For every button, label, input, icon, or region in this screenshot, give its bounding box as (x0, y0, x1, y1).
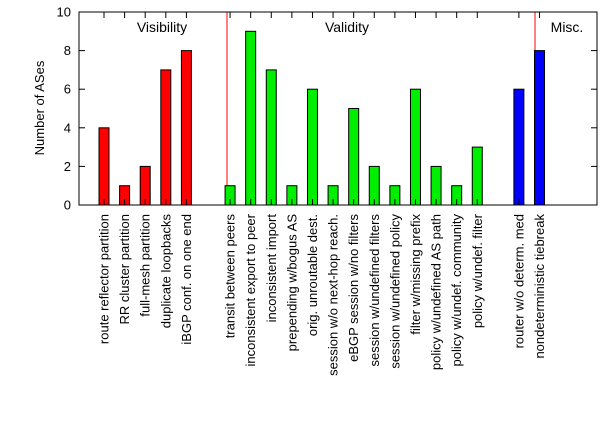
x-tick-label: prepending w/bogus AS (284, 214, 299, 352)
x-tick-label: policy w/undef. community (449, 214, 464, 367)
x-tick-label: nondeterministic tiebreak (532, 214, 547, 359)
bar (409, 88, 421, 206)
y-tick-label: 10 (57, 5, 71, 20)
bar (245, 30, 257, 206)
x-tick-label: full-mesh partition (138, 214, 153, 317)
group-label: Validity (325, 19, 369, 35)
x-tick-label: RR cluster partition (117, 214, 132, 325)
group-label: Visibility (137, 19, 187, 35)
x-tick-label: policy w/undefined AS path (429, 214, 444, 370)
y-tick-label: 6 (64, 82, 71, 97)
bar (306, 88, 318, 206)
y-tick-label: 2 (64, 159, 71, 174)
bar (160, 69, 172, 206)
bar (265, 69, 277, 206)
x-tick-label: session w/undefined filters (367, 214, 382, 367)
x-tick-label: eBGP session w/no filters (346, 214, 361, 362)
x-tick-label: session w/o next-hop reach. (326, 214, 341, 376)
plot-frame (78, 11, 598, 206)
bar (98, 127, 110, 206)
x-tick-label: inconsistent export to peer (243, 213, 258, 366)
x-tick-label: orig. unroutable dest. (305, 214, 320, 336)
bar (348, 108, 360, 206)
bar (180, 50, 192, 206)
x-tick-label: iBGP conf. on one end (179, 214, 194, 345)
x-tick-label: duplicate loopbacks (158, 214, 173, 329)
x-tick-label: router w/o determ. med (511, 214, 526, 348)
x-tick-label: session w/undefined policy (387, 214, 402, 369)
bar (533, 50, 545, 206)
group-label: Misc. (551, 19, 584, 35)
x-tick-label: filter w/missing prefix (408, 214, 423, 335)
y-tick-label: 0 (64, 198, 71, 213)
y-axis-label: Number of ASes (32, 60, 47, 155)
bar (513, 88, 525, 206)
y-tick-label: 8 (64, 43, 71, 58)
y-tick-label: 4 (64, 120, 71, 135)
x-tick-label: route reflector partition (97, 214, 112, 344)
x-tick-label: inconsistent import (264, 214, 279, 323)
x-tick-label: policy w/undef. filter (470, 213, 485, 328)
x-tick-label: transit between peers (223, 214, 238, 339)
bar (471, 146, 483, 206)
